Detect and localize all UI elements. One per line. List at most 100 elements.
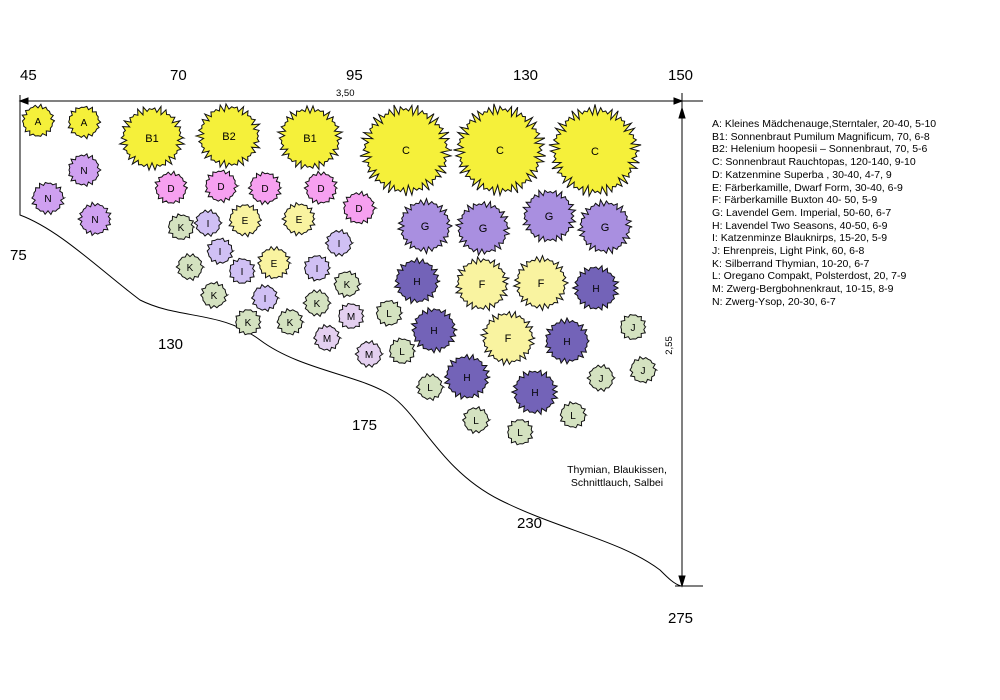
plant-symbol (193, 208, 223, 238)
legend-item-g: G: Lavendel Gem. Imperial, 50-60, 6-7 (712, 206, 892, 219)
plant-symbol (324, 228, 355, 258)
plant-label: M (323, 334, 331, 345)
plant-l: L (415, 372, 446, 402)
legend-item-e: E: Färberkamille, Dwarf Form, 30-40, 6-9 (712, 181, 903, 194)
legend-item-j: J: Ehrenpreis, Light Pink, 60, 6-8 (712, 245, 865, 258)
plant-label: F (479, 279, 486, 291)
plant-label: A (35, 117, 42, 128)
plant-symbol (228, 204, 263, 238)
plant-symbol (303, 170, 339, 205)
legend-item-b2: B2: Helenium hoopesii – Sonnenbraut, 70,… (712, 143, 928, 156)
plant-b2: B2 (194, 102, 262, 170)
plant-symbol (410, 306, 458, 354)
plant-symbol (21, 103, 56, 137)
plant-label: B1 (303, 133, 316, 145)
plants-layer: A A B1 B2 B1 C C C N N N D D D D D E E E I I I I I I K K K K K K K M M M L L… (21, 102, 659, 446)
legend-item-k: K: Silberrand Thymian, 10-20, 6-7 (712, 257, 870, 270)
plant-e: E (228, 204, 263, 238)
plant-symbol (67, 105, 102, 140)
plant-symbol (393, 256, 441, 305)
plant-symbol (206, 237, 235, 266)
plant-symbol (521, 189, 577, 243)
legend-item-f: F: Färberkamille Buxton 40- 50, 5-9 (712, 194, 878, 207)
plant-symbol (629, 355, 659, 384)
plant-label: D (355, 204, 362, 215)
plant-label: G (601, 222, 610, 234)
plant-symbol (31, 181, 67, 216)
plant-symbol (443, 353, 491, 401)
plant-label: I (316, 264, 319, 275)
herb-note-line: Schnittlauch, Salbei (570, 477, 664, 489)
plant-symbol (312, 323, 343, 352)
plant-b1: B1 (276, 104, 344, 172)
plant-label: H (413, 277, 420, 288)
plant-label: A (81, 118, 88, 129)
plant-h: H (544, 316, 590, 365)
plant-j: J (620, 314, 647, 341)
plant-label: H (463, 373, 470, 384)
plant-label: N (80, 166, 87, 177)
plant-h: H (510, 369, 559, 416)
plant-label: E (242, 216, 249, 227)
plant-label: L (386, 309, 392, 320)
plant-symbol (247, 171, 283, 206)
plant-l: L (507, 419, 534, 446)
plant-label: I (241, 267, 244, 278)
plant-label: J (599, 374, 604, 385)
plant-symbol (204, 169, 240, 204)
legend-item-m: M: Zwerg-Bergbohnenkraut, 10-15, 8-9 (712, 283, 894, 296)
depth-label-175: 175 (352, 417, 378, 434)
plant-h: H (443, 353, 491, 401)
plant-label: M (347, 312, 355, 323)
plant-g: G (576, 198, 633, 255)
plant-label: H (563, 337, 570, 348)
plant-symbol (453, 103, 546, 198)
plant-n: N (31, 181, 67, 216)
plant-label: K (344, 280, 351, 291)
plant-i: I (193, 208, 223, 238)
plant-symbol (354, 339, 385, 368)
plant-symbol (229, 257, 256, 284)
plant-a: A (67, 105, 102, 140)
depth-label-275: 275 (668, 610, 694, 627)
scale-label-45: 45 (20, 67, 37, 84)
plant-h: H (571, 264, 620, 311)
plant-b1: B1 (118, 104, 186, 172)
plant-f: F (454, 255, 511, 312)
plant-symbol (338, 302, 365, 329)
plant-d: D (204, 169, 240, 204)
plant-symbol (620, 314, 647, 341)
plant-symbol (586, 363, 616, 393)
plant-label: N (91, 215, 98, 226)
plant-symbol (454, 200, 511, 257)
plant-h: H (393, 256, 441, 305)
plant-label: E (271, 259, 278, 270)
plant-symbol (118, 104, 186, 172)
bed-outline (19, 101, 682, 587)
plant-label: C (402, 145, 410, 157)
plant-symbol (544, 316, 590, 365)
plant-symbol (303, 254, 332, 282)
plant-label: L (427, 383, 433, 394)
plant-c: C (359, 103, 453, 197)
height-dimension: 2,55 (663, 336, 675, 355)
plant-symbol (250, 283, 281, 313)
plant-d: D (154, 170, 189, 204)
plant-legend: A: Kleines Mädchenauge,Sterntaler, 20-40… (712, 118, 936, 309)
legend-item-a: A: Kleines Mädchenauge,Sterntaler, 20-40… (712, 118, 937, 130)
plant-i: I (250, 283, 281, 313)
plant-n: N (77, 201, 112, 237)
plant-g: G (396, 197, 453, 255)
plant-label: L (570, 411, 576, 422)
plant-symbol (199, 280, 230, 310)
plant-label: F (538, 278, 545, 290)
plant-label: H (430, 326, 437, 337)
plant-symbol (461, 405, 492, 435)
plant-f: F (479, 310, 536, 367)
depth-label-230: 230 (517, 515, 543, 532)
depth-label-130: 130 (158, 336, 184, 353)
plant-label: F (505, 333, 512, 345)
plant-i: I (303, 254, 332, 282)
plant-label: L (399, 347, 405, 358)
plant-symbol (194, 102, 262, 170)
